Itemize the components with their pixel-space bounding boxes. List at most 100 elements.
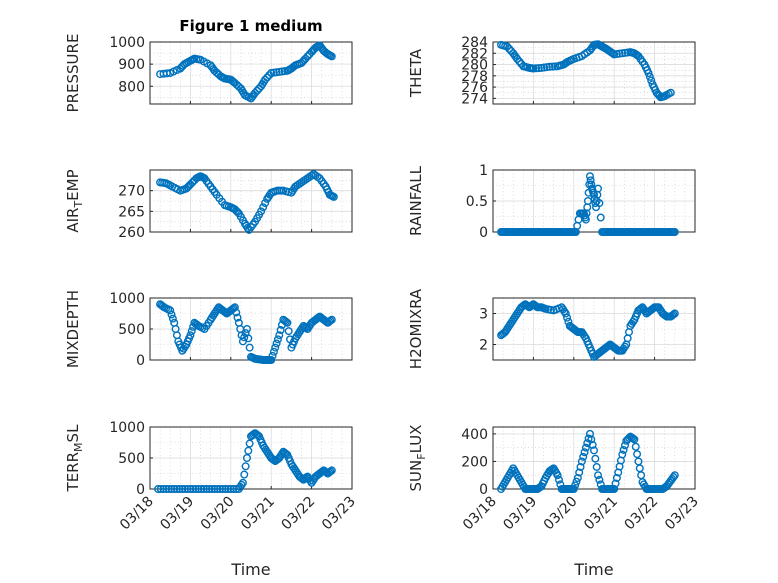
subplot-terr_msl: 0 500 1000 03/18 03/19 03/20 03/21 03/22 03/23 TE… [64, 420, 359, 533]
data-point [576, 462, 585, 471]
data-point [202, 485, 211, 494]
data-point [590, 446, 599, 455]
data-point [178, 485, 187, 494]
x-tick-label: 03/22 [279, 494, 319, 534]
y-axis-label: H2OMIXRA [407, 288, 425, 369]
y-tick-label: 0 [479, 482, 488, 498]
data-point [186, 485, 195, 494]
data-point [194, 485, 203, 494]
y-tick-label: 1 [479, 163, 488, 179]
data-point [327, 315, 336, 324]
data-point [156, 485, 165, 494]
data-point [216, 485, 225, 494]
subplot-air_temp: 260 265 270 AIRTEMP [64, 169, 353, 241]
data-point [210, 485, 219, 494]
data-point [229, 485, 238, 494]
data-point [553, 471, 562, 480]
data-series-h2omixra [497, 300, 679, 361]
data-point [244, 446, 253, 455]
y-tick-label: 274 [461, 91, 488, 107]
data-point [244, 334, 253, 343]
x-tick-label: 03/19 [500, 494, 540, 534]
data-point [327, 52, 336, 61]
data-point [633, 450, 642, 459]
data-point [205, 485, 214, 494]
data-point [275, 331, 284, 340]
data-point [257, 207, 266, 216]
y-tick-label: 1000 [109, 291, 145, 307]
y-tick-label: 282 [461, 46, 488, 62]
data-point [631, 442, 640, 451]
data-point [587, 435, 596, 444]
data-point [189, 485, 198, 494]
y-tick-label: 260 [118, 225, 145, 241]
data-point [230, 303, 239, 312]
data-point [261, 75, 270, 84]
data-point [197, 485, 206, 494]
data-point [554, 475, 563, 484]
data-point [172, 485, 181, 494]
data-point [159, 485, 168, 494]
data-point [329, 192, 338, 201]
data-point [267, 356, 276, 365]
data-point [261, 199, 270, 208]
subplot-h2omixra: 2 3 H2OMIXRA [407, 288, 696, 369]
data-point [503, 42, 512, 51]
subplot-sun_flux: 0 200 400 03/18 03/19 03/20 03/21 03/22 03/23 SUN… [407, 425, 702, 534]
data-point [240, 470, 249, 479]
data-point [595, 199, 604, 208]
data-point [226, 485, 235, 494]
data-point [232, 485, 241, 494]
data-point [245, 343, 254, 352]
data-point [164, 485, 173, 494]
data-point [670, 309, 679, 318]
data-point [186, 331, 195, 340]
data-point [545, 62, 554, 71]
data-point [591, 454, 600, 463]
y-tick-label: 0 [136, 482, 145, 498]
data-point [563, 313, 572, 322]
data-point [276, 326, 285, 335]
y-tick-label: 500 [118, 451, 145, 467]
data-point [284, 327, 293, 336]
data-point [224, 485, 233, 494]
data-point [596, 213, 605, 222]
data-point [327, 466, 336, 475]
data-point [561, 309, 570, 318]
x-axis-label-left: Time [230, 560, 270, 579]
data-point [630, 435, 639, 444]
data-point [242, 325, 251, 334]
data-point [273, 335, 282, 344]
y-tick-label: 200 [461, 454, 488, 470]
data-point [253, 86, 262, 95]
data-point [670, 227, 679, 236]
data-series-mixdepth [156, 300, 336, 365]
data-point [218, 485, 227, 494]
data-point [573, 473, 582, 482]
y-tick-label: 400 [461, 427, 488, 443]
x-tick-label: 03/22 [622, 494, 662, 534]
data-point [571, 481, 580, 490]
x-tick-label: 03/23 [662, 494, 702, 534]
data-point [534, 64, 543, 73]
data-point [585, 429, 594, 438]
data-point [245, 439, 254, 448]
y-tick-label: 284 [461, 35, 488, 51]
data-point [618, 450, 627, 459]
data-point [669, 473, 678, 482]
data-point [611, 479, 620, 488]
y-axis-label: SUNFLUX [407, 425, 428, 492]
data-point [670, 471, 679, 480]
data-point [505, 44, 514, 53]
data-point [168, 314, 177, 323]
data-point [583, 196, 592, 205]
data-point [241, 462, 250, 471]
x-tick-label: 03/18 [460, 494, 500, 534]
data-point [191, 485, 200, 494]
x-tick-label: 03/20 [198, 494, 238, 534]
y-tick-label: 900 [118, 57, 145, 73]
data-point [188, 178, 197, 187]
data-series-rainfall [497, 172, 679, 236]
y-tick-label: 1000 [109, 35, 145, 51]
